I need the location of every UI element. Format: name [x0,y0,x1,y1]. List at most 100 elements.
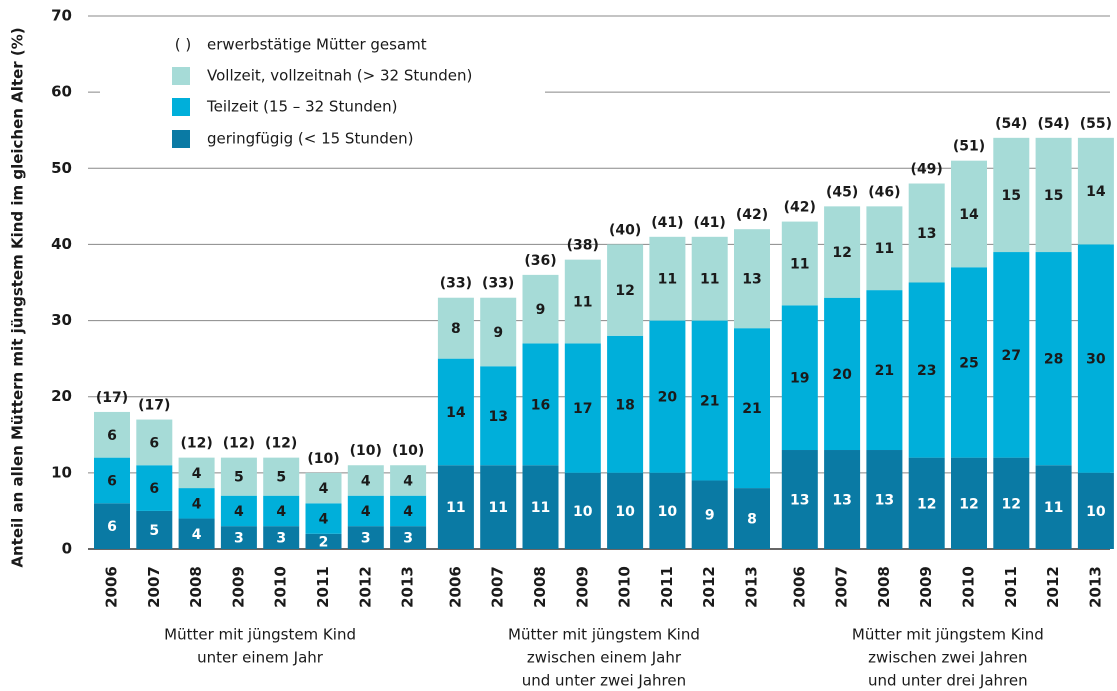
bar-segment [649,472,686,549]
legend-swatch [172,130,190,148]
bar-segment [305,472,342,504]
bar-segment [220,495,257,527]
x-tick-label: 2007 [489,566,507,608]
total-label: (38) [567,238,599,254]
data-label: 5 [149,523,159,539]
bar-segment [1077,244,1114,473]
data-label: 17 [573,401,592,417]
data-label: 12 [917,496,936,512]
data-label: 6 [107,473,117,489]
x-tick-label: 2006 [790,566,808,608]
total-label: (49) [911,162,943,178]
data-label: 11 [658,272,677,288]
bar-segment [136,465,173,511]
group-label: Mütter mit jüngstem Kind [164,626,356,644]
x-tick-label: 2007 [833,566,851,608]
x-tick-label: 2013 [1086,566,1104,608]
bar-segment [263,457,300,496]
bar-segment [649,320,686,473]
bar-segment [1077,137,1114,245]
bar-segment [908,457,945,549]
bar-segment [263,495,300,527]
legend-label: erwerbstätige Mütter gesamt [207,36,427,54]
data-label: 10 [615,504,635,520]
data-label: 19 [790,371,809,387]
x-tick-label: 2010 [272,566,290,608]
bar-segment [993,252,1030,458]
data-label: 13 [488,409,507,425]
bar-segment [347,526,384,549]
bar-segment [390,526,427,549]
data-label: 11 [790,256,809,272]
x-tick-label: 2011 [1002,566,1020,608]
total-label: (46) [868,184,900,200]
bar-segment [564,472,601,549]
y-tick-label: 60 [51,83,72,101]
x-tick-label: 2010 [960,566,978,608]
total-label: (51) [953,139,985,155]
data-label: 4 [192,527,202,543]
bar-segment [480,366,517,466]
data-label: 4 [192,496,202,512]
bar-segment [1035,465,1072,549]
bar-segment [305,503,342,534]
y-tick-label: 30 [51,311,72,329]
total-label: (12) [180,436,212,452]
bar-segment [347,465,384,496]
data-label: 4 [403,504,413,520]
bar-segment [480,297,517,367]
legend-label: Teilzeit (15 – 32 Stunden) [206,98,397,116]
bar-segment [866,450,903,549]
bar-segment [437,297,474,359]
group-label: zwischen einem Jahr [527,649,682,667]
data-label: 12 [959,496,978,512]
data-label: 3 [361,531,371,547]
x-tick-label: 2006 [103,566,121,608]
bar-segment [649,236,686,321]
total-label: (45) [826,184,858,200]
data-label: 9 [705,508,715,524]
legend-swatch [172,98,190,116]
total-label: (54) [1037,116,1069,132]
bar-segment [390,465,427,496]
bar-segment [178,518,215,549]
bar-segment [136,419,173,466]
data-label: 13 [790,493,809,509]
bar-segment [951,160,987,268]
data-label: 3 [276,531,286,547]
total-label: (54) [995,116,1027,132]
data-label: 9 [493,325,503,341]
legend-swatch [172,67,190,85]
total-label: (12) [265,436,297,452]
total-label: (17) [96,390,128,406]
data-label: 14 [959,207,979,223]
x-tick-label: 2011 [314,566,332,608]
total-label: (41) [694,215,726,231]
data-label: 4 [319,481,329,497]
x-tick-label: 2011 [658,566,676,608]
bar-segment [908,282,945,458]
data-label: 11 [531,500,550,516]
data-label: 15 [1002,188,1021,204]
bar-segment [1077,472,1114,549]
data-label: 14 [446,405,466,421]
data-label: 13 [832,493,851,509]
bar-segment [908,183,945,283]
data-label: 18 [615,397,634,413]
data-label: 12 [832,245,851,261]
data-label: 21 [875,363,894,379]
bar-segment [993,457,1030,549]
x-tick-label: 2007 [145,566,163,608]
data-label: 23 [917,363,936,379]
bar-segment [564,259,601,344]
data-label: 4 [403,473,413,489]
data-label: 2 [319,534,329,550]
bar-segment [522,465,559,549]
data-label: 4 [361,504,371,520]
bar-segment [347,495,384,527]
total-label: (33) [440,276,472,292]
y-tick-label: 70 [51,7,72,25]
data-label: 10 [573,504,593,520]
